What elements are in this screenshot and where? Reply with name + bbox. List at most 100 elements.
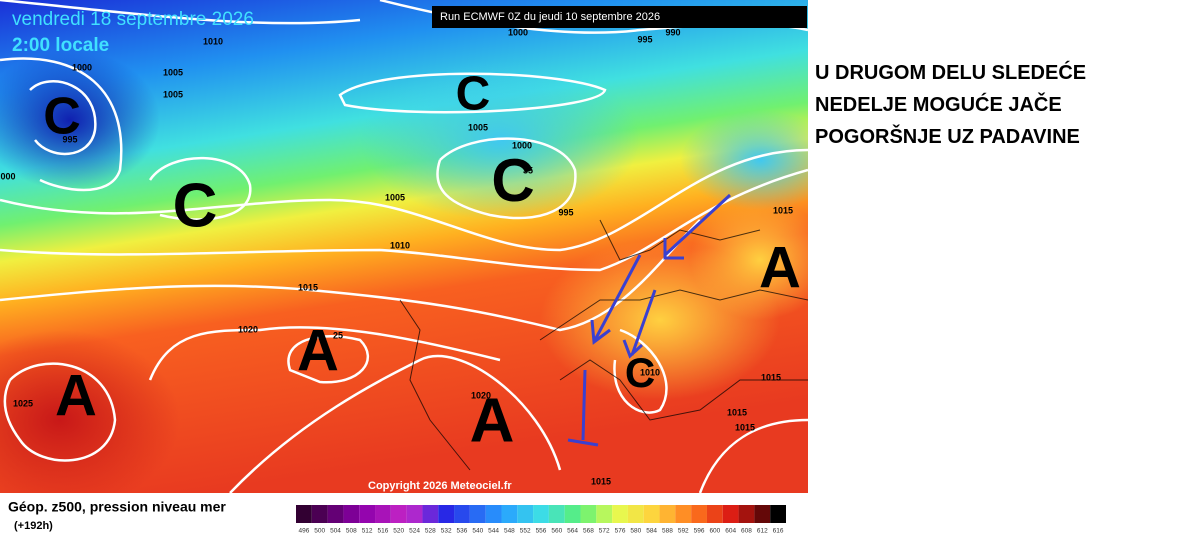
scale-cell — [406, 505, 423, 523]
scale-cell — [770, 505, 786, 523]
pressure-system: A — [759, 235, 801, 300]
pressure-system: C — [456, 68, 491, 121]
valid-time: 2:00 locale — [12, 35, 109, 56]
scale-label: 532 — [441, 528, 452, 535]
scale-label: 536 — [457, 528, 468, 535]
scale-cell — [675, 505, 692, 523]
isobar-label: 1015 — [761, 372, 781, 382]
borders — [399, 219, 808, 471]
pressure-system: A — [297, 318, 339, 383]
scale-cell — [580, 505, 597, 523]
scale-label: 548 — [504, 528, 515, 535]
scale-cell — [627, 505, 644, 523]
warm-area — [0, 330, 180, 510]
pressure-system: C — [491, 147, 534, 214]
scale-cell — [517, 505, 534, 523]
annotation-line: POGORŠNJE UZ PADAVINE — [815, 126, 1080, 148]
scale-label: 612 — [757, 528, 768, 535]
scale-label: 584 — [646, 528, 657, 535]
scale-cell — [501, 505, 518, 523]
scale-cell — [612, 505, 628, 523]
scale-label: 604 — [725, 528, 736, 535]
isobars — [0, 0, 808, 493]
scale-cell — [691, 505, 707, 523]
map: Run ECMWF 0Z du jeudi 10 septembre 2026 … — [0, 0, 808, 535]
scale-cell — [485, 505, 502, 523]
scale-cell — [343, 505, 360, 523]
isobar-label: 1025 — [13, 398, 33, 408]
isobar-label: 1005 — [385, 192, 405, 202]
isobar-label: 1000 — [508, 27, 528, 37]
pressure-system: C — [625, 349, 655, 396]
scale-cell — [422, 505, 439, 523]
scale-label: 500 — [314, 528, 325, 535]
isobar-label: 1010 — [203, 36, 223, 46]
isobar-label: 1005 — [468, 122, 488, 132]
annotation-line: U DRUGOM DELU SLEDEĆE — [815, 62, 1087, 84]
scale-label: 580 — [630, 528, 641, 535]
scale-label: 504 — [330, 528, 341, 535]
valid-date: vendredi 18 septembre 2026 — [12, 9, 254, 30]
isobar-label: 1020 — [238, 324, 258, 334]
scale-label: 496 — [298, 528, 309, 535]
scale-label: 576 — [615, 528, 626, 535]
scale-cell — [438, 505, 455, 523]
scale-cell — [738, 505, 755, 523]
scale-cell — [548, 505, 565, 523]
scale-cell — [390, 505, 407, 523]
isobar-label: 000 — [0, 171, 15, 181]
isobar-label: 1015 — [735, 422, 755, 432]
scale-label: 516 — [378, 528, 389, 535]
isobar-label: 995 — [558, 207, 573, 217]
run-info: Run ECMWF 0Z du jeudi 10 septembre 2026 — [440, 11, 660, 23]
scale-label: 520 — [393, 528, 404, 535]
scale-label: 508 — [346, 528, 357, 535]
isobar-label: 995 — [62, 134, 77, 144]
scale-cell — [359, 505, 376, 523]
scale-label: 512 — [362, 528, 373, 535]
isobar-label: 1005 — [163, 67, 183, 77]
scale-cell — [375, 505, 391, 523]
annotation-line: NEDELJE MOGUĆE JAČE — [815, 94, 1062, 116]
pressure-system: A — [55, 363, 97, 428]
isobar-label: 995 — [637, 34, 652, 44]
isobar-label: 1020 — [471, 390, 491, 400]
scale-label: 540 — [472, 528, 483, 535]
arrows — [567, 193, 732, 447]
scale-label: 592 — [678, 528, 689, 535]
isobar-label: 25 — [333, 330, 343, 340]
pressure-system: A — [470, 386, 515, 455]
isobar-label: 1015 — [591, 476, 611, 486]
isobar-label: 1000 — [512, 140, 532, 150]
run-box — [432, 6, 807, 28]
pressure-system: C — [43, 88, 81, 146]
scale-cell — [564, 505, 581, 523]
pressure-system: C — [173, 171, 218, 240]
isobar-label: 1005 — [163, 89, 183, 99]
scale-label: 524 — [409, 528, 420, 535]
scale-label: 572 — [599, 528, 610, 535]
isobar-label: 990 — [665, 27, 680, 37]
scale-label: 556 — [536, 528, 547, 535]
scale-label: 600 — [709, 528, 720, 535]
isobar-label: 1000 — [72, 62, 92, 72]
scale-label: 608 — [741, 528, 752, 535]
scale-cell — [722, 505, 739, 523]
scale-cell — [454, 505, 470, 523]
scale-label: 564 — [567, 528, 578, 535]
isobar-label: 35 — [523, 165, 533, 175]
scale-cell — [643, 505, 660, 523]
scale-cell — [706, 505, 723, 523]
scale-label: 588 — [662, 528, 673, 535]
scale-label: 528 — [425, 528, 436, 535]
scale-cell — [659, 505, 676, 523]
scale-cell — [596, 505, 613, 523]
cold-area — [0, 50, 160, 190]
scale-cell — [296, 505, 312, 523]
scale-cell — [311, 505, 328, 523]
copyright: Copyright 2026 Meteociel.fr — [368, 480, 512, 492]
scale-cell — [469, 505, 486, 523]
isobar-label: 1010 — [640, 367, 660, 377]
isobar-label: 1010 — [390, 240, 410, 250]
scale-label: 544 — [488, 528, 499, 535]
